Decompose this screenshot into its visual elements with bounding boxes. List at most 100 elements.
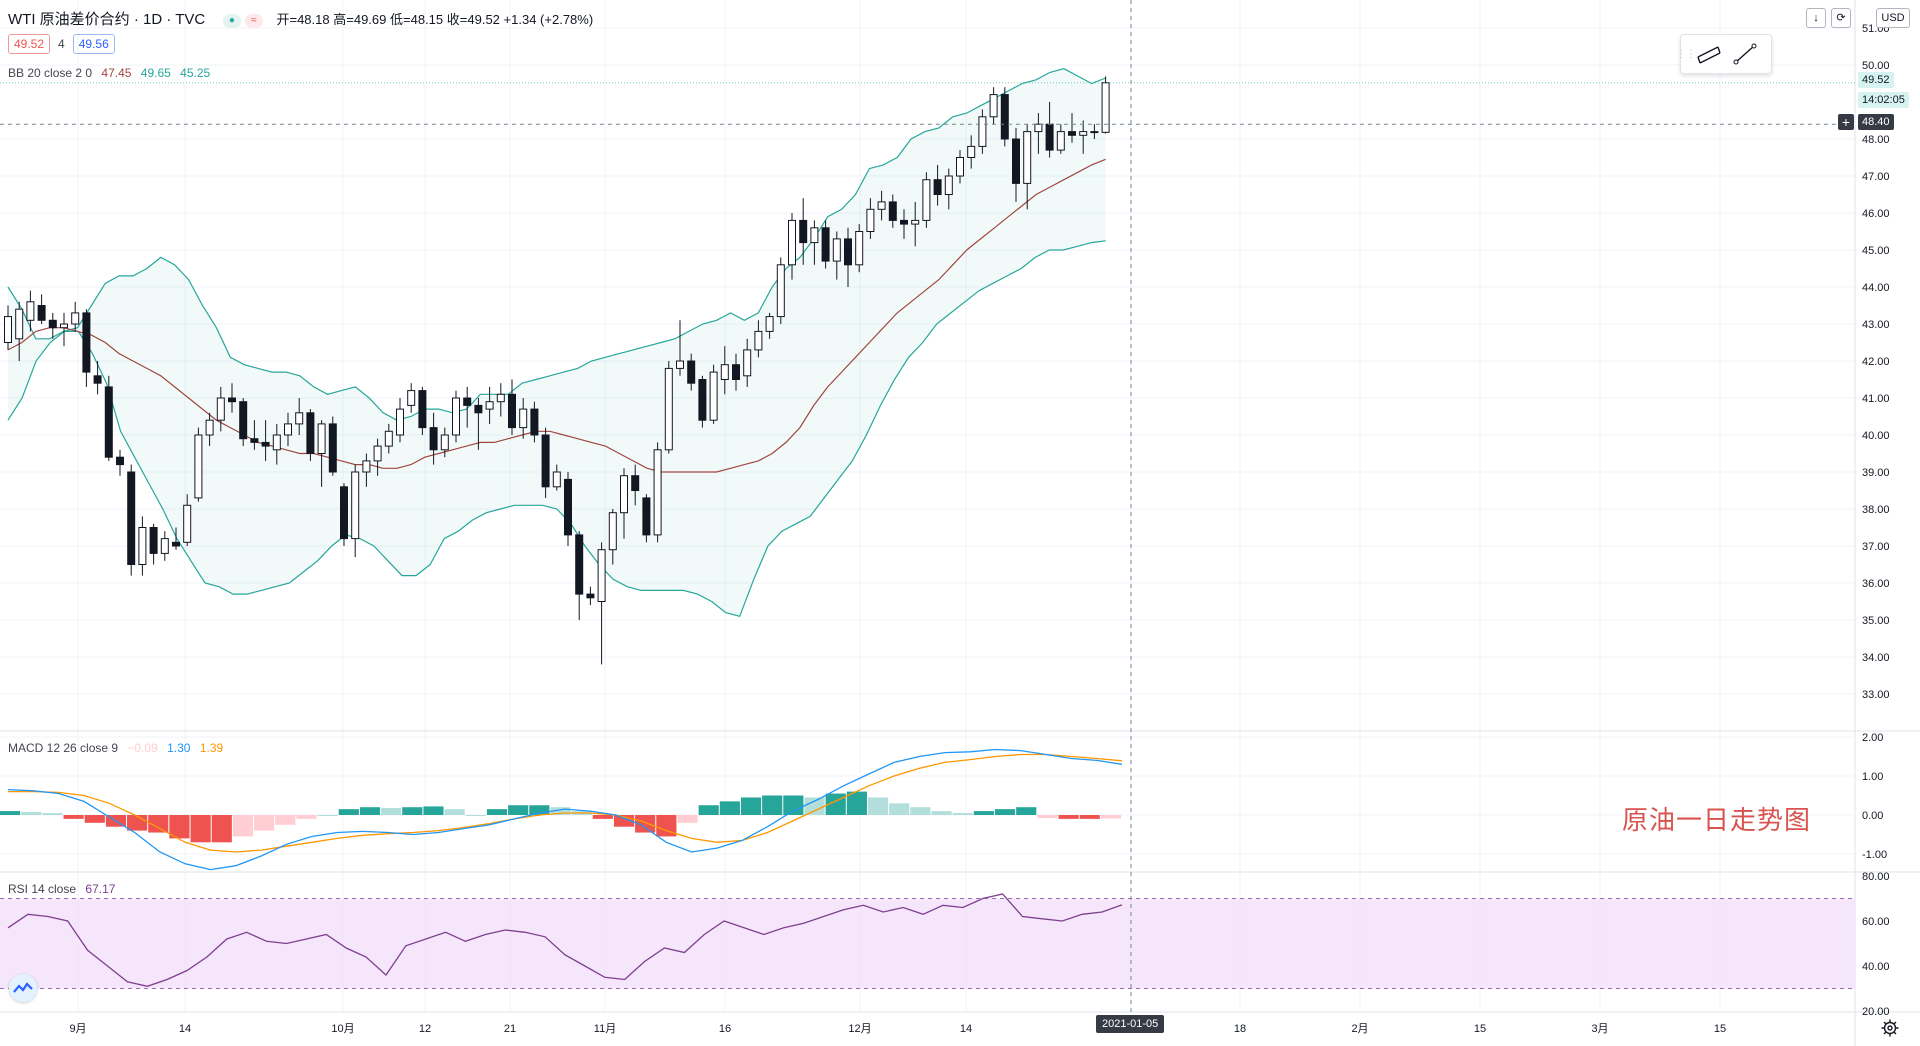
candle-body [810, 227, 819, 244]
trend-line-button[interactable] [1727, 38, 1763, 70]
candle-body [933, 179, 942, 195]
candle [922, 172, 931, 228]
rsi-line [7, 893, 1123, 987]
candle [788, 213, 796, 280]
candle-body [631, 475, 640, 492]
candle-body [788, 219, 796, 266]
macd-label[interactable]: MACD 12 26 close 9 [8, 741, 119, 755]
time-tick-label: 11月 [594, 1023, 616, 1035]
currency-button[interactable]: USD [1876, 8, 1910, 28]
price-tick-label: 34.00 [1862, 652, 1890, 664]
candlesticks [4, 76, 1110, 665]
symbol-legend[interactable]: WTI 原油差价合约 · 1D · TVC ● ≈ 开=48.18 高=49.6… [8, 8, 593, 29]
candle-body [911, 219, 920, 225]
candle-body [1079, 131, 1088, 136]
candle-body [1000, 94, 1009, 140]
market-status[interactable]: ● ≈ [222, 13, 263, 28]
macd-histogram-bar [529, 805, 550, 815]
macd-signal-line [8, 753, 1123, 853]
candle [216, 386, 225, 432]
bb-legend[interactable]: BB 20 close 2 0 47.45 49.65 45.25 [8, 66, 210, 80]
candle [463, 386, 472, 428]
candle [149, 523, 158, 565]
time-tick-label: 15 [1714, 1023, 1726, 1035]
candle-body [37, 305, 46, 321]
candle [552, 464, 561, 491]
delayed-data-icon: ≈ [244, 13, 263, 28]
macd-tick-label: 0.00 [1862, 810, 1883, 822]
candle-body [1045, 123, 1054, 151]
rsi-label[interactable]: RSI 14 close [8, 882, 77, 896]
candle-body [720, 364, 729, 381]
candle-body [754, 330, 763, 351]
macd-legend[interactable]: MACD 12 26 close 9 −0.09 1.30 1.39 [8, 741, 223, 755]
candle [832, 231, 841, 280]
macd-histogram-bar [190, 815, 211, 843]
candle-body [127, 471, 136, 565]
macd-histogram-bar [317, 815, 338, 816]
ohlc-high-label: 高= [333, 12, 354, 27]
macd-histogram-bar [656, 815, 677, 837]
rsi-tick-label: 20.00 [1862, 1006, 1890, 1018]
parallel-channel-button[interactable] [1691, 38, 1727, 70]
macd-line [7, 748, 1123, 871]
candle [933, 164, 942, 206]
macd-histogram-bar [1058, 815, 1079, 819]
candle-body [687, 360, 696, 384]
time-tick-label: 2月 [1351, 1023, 1368, 1035]
price-tick-label: 44.00 [1862, 282, 1890, 294]
bb-label[interactable]: BB 20 close 2 0 [8, 66, 93, 80]
crosshair [0, 0, 1855, 1012]
candle [239, 398, 248, 447]
candle [586, 586, 595, 606]
download-button[interactable]: ↓ [1806, 8, 1826, 28]
macd-histogram-bar [486, 809, 508, 815]
spread-value: 4 [58, 37, 65, 51]
macd-histogram-bar [1037, 815, 1058, 819]
ohlc-close: 49.52 [467, 12, 500, 27]
drawing-toolbar[interactable]: ⋮⋮ [1676, 34, 1772, 74]
bb-basis-value: 47.45 [101, 66, 132, 80]
macd-histogram-bar [635, 815, 656, 833]
candle-body [653, 449, 662, 536]
rsi-legend[interactable]: RSI 14 close 67.17 [8, 882, 115, 896]
chart-annotation[interactable]: 原油一日走势图 [1622, 806, 1812, 836]
fullscreen-button[interactable]: ⟳ [1831, 8, 1851, 28]
bb-upper-value: 49.65 [140, 66, 171, 80]
candle [485, 386, 494, 424]
candle-body [440, 434, 449, 451]
macd-histogram-bar [508, 805, 529, 815]
candle [620, 468, 628, 539]
settings-button[interactable] [1880, 1018, 1900, 1038]
candle-body [1101, 82, 1110, 133]
candle-body [821, 227, 830, 262]
add-plus-icon[interactable]: + [1838, 114, 1854, 130]
time-tick-label: 14 [179, 1023, 191, 1035]
drag-handle-icon[interactable]: ⋮⋮ [1676, 48, 1696, 60]
ohlc-high: 49.69 [353, 12, 387, 27]
close-price-tag: 49.52 [1858, 72, 1894, 88]
price-tick-label: 45.00 [1862, 245, 1890, 257]
candle-body [272, 434, 281, 451]
tradingview-logo-button[interactable] [9, 974, 37, 1002]
symbol-title[interactable]: WTI 原油差价合约 · 1D · TVC [8, 11, 206, 28]
macd-histogram-bar [296, 815, 317, 819]
buy-button[interactable]: 49.56 [72, 34, 115, 54]
candle [720, 346, 729, 395]
candle-body [508, 393, 516, 429]
price-tick-label: 50.00 [1862, 60, 1890, 72]
candle-body [284, 423, 292, 436]
candle-body [496, 393, 505, 403]
sell-button[interactable]: 49.52 [8, 34, 51, 54]
candle [1012, 127, 1020, 202]
macd-histogram-bar [232, 815, 254, 837]
candle-body [956, 157, 964, 177]
candle-body [228, 397, 236, 403]
macd-histogram-bar [783, 795, 804, 815]
macd-histogram-bar [931, 811, 952, 815]
candle-body [608, 512, 617, 551]
candle-body [340, 486, 348, 540]
candle [1056, 124, 1065, 154]
candle-body [474, 404, 483, 414]
